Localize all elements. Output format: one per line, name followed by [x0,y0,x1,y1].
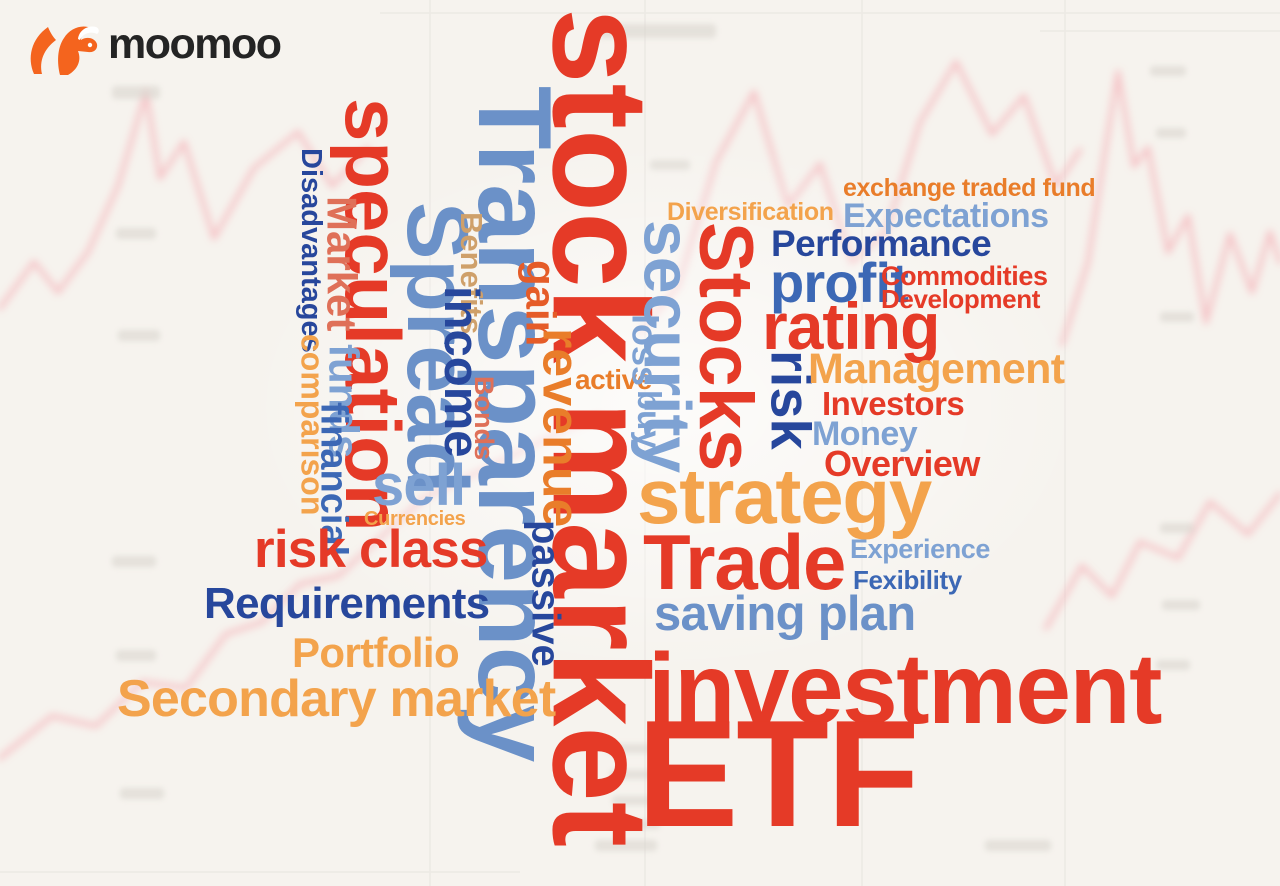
moomoo-logo: moomoo [24,18,282,76]
word-market: Market [318,196,366,332]
word-requirements: Requirements [204,579,490,628]
word-risk-class: risk class [254,520,489,579]
word-sell: sell [372,453,466,518]
word-secondary-market: Secondary market [117,670,556,728]
word-portfolio: Portfolio [292,629,460,676]
moomoo-wordmark: moomoo [108,19,282,68]
word-passive: passive [523,520,568,667]
word-revenue: revenue [531,328,590,528]
word-etf: ETF [637,689,920,859]
word-experience: Experience [850,534,991,564]
word-management: Management [808,345,1065,393]
word-bonds: Bonds [469,376,500,460]
word-diversification: Diversification [667,198,834,226]
word-stocks: Stocks [683,222,769,472]
moomoo-bull-icon [30,26,99,75]
word-saving-plan: saving plan [654,587,916,641]
